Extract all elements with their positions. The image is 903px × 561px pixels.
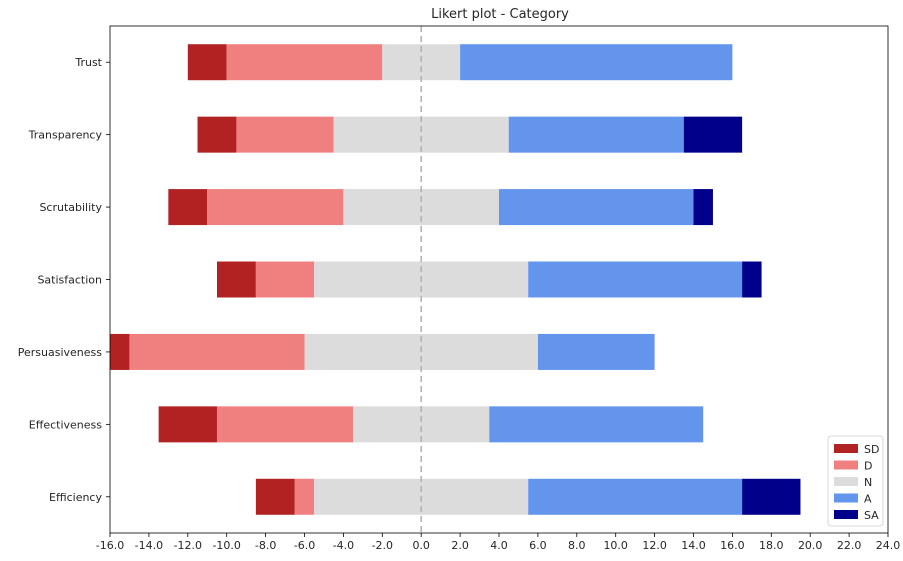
bar-effectiveness-sd — [158, 406, 217, 443]
x-tick-label: -14.0 — [135, 539, 163, 552]
x-tick-label: 6.0 — [529, 539, 547, 552]
bar-trust-a — [460, 44, 733, 81]
bar-transparency-a — [508, 116, 684, 153]
legend-swatch-n — [834, 477, 858, 486]
x-tick-label: 16.0 — [720, 539, 745, 552]
legend-swatch-sd — [834, 444, 858, 453]
bar-satisfaction-sa — [742, 261, 762, 298]
x-tick-label: -10.0 — [212, 539, 240, 552]
bar-efficiency-sd — [255, 478, 295, 515]
bar-scrutability-sd — [168, 189, 208, 226]
legend-swatch-sa — [834, 510, 858, 519]
bar-transparency-sd — [197, 116, 237, 153]
x-tick-label: 12.0 — [642, 539, 667, 552]
x-tick-label: -2.0 — [372, 539, 393, 552]
bar-trust-d — [226, 44, 383, 81]
y-axis: Trust Transparency Scrutability Satisfactio… — [18, 56, 110, 504]
legend-label-sd: SD — [864, 443, 879, 456]
x-tick-label: 0.0 — [412, 539, 430, 552]
bar-efficiency-d — [294, 478, 315, 515]
bar-satisfaction-d — [255, 261, 315, 298]
x-tick-label: 20.0 — [798, 539, 823, 552]
bar-effectiveness-a — [489, 406, 704, 443]
bars-layer — [110, 44, 801, 515]
x-tick-label: -6.0 — [294, 539, 315, 552]
bar-persuasiveness-sd — [110, 333, 130, 370]
y-tick-label: Trust — [74, 56, 102, 69]
bar-efficiency-sa — [742, 478, 801, 515]
bar-scrutability-sa — [693, 189, 713, 226]
x-tick-label: 24.0 — [876, 539, 901, 552]
y-tick-label: Effectiveness — [29, 418, 102, 431]
y-tick-label: Satisfaction — [37, 274, 102, 287]
bar-transparency-sa — [683, 116, 743, 153]
legend-swatch-d — [834, 460, 858, 470]
x-tick-label: -8.0 — [255, 539, 276, 552]
x-axis: -16.0 -14.0 -12.0 -10.0 -8.0 -6.0 -4.0 -2.0 0.0 2… — [96, 533, 900, 552]
x-tick-label: -16.0 — [96, 539, 124, 552]
y-tick-label: Persuasiveness — [18, 346, 103, 359]
legend-label-a: A — [864, 493, 872, 506]
x-tick-label: -12.0 — [174, 539, 202, 552]
x-tick-label: 10.0 — [603, 539, 628, 552]
legend-swatch-a — [834, 493, 858, 503]
bar-satisfaction-a — [528, 261, 743, 298]
y-tick-label: Efficiency — [49, 491, 102, 504]
bar-scrutability-d — [207, 189, 344, 226]
bar-effectiveness-d — [216, 406, 354, 443]
bar-persuasiveness-a — [537, 333, 655, 370]
y-tick-label: Scrutability — [39, 201, 102, 214]
bar-satisfaction-sd — [216, 261, 256, 298]
legend-label-sa: SA — [864, 509, 879, 522]
x-tick-label: 8.0 — [568, 539, 586, 552]
bar-scrutability-a — [499, 189, 694, 226]
x-tick-label: 14.0 — [681, 539, 706, 552]
legend-label-n: N — [864, 476, 872, 489]
x-tick-label: -4.0 — [333, 539, 354, 552]
x-tick-label: 4.0 — [490, 539, 508, 552]
bar-trust-sd — [187, 44, 227, 81]
x-tick-label: 22.0 — [837, 539, 862, 552]
bar-transparency-d — [236, 116, 334, 153]
legend-label-d: D — [864, 460, 872, 473]
bar-persuasiveness-d — [129, 333, 305, 370]
y-tick-label: Transparency — [28, 129, 103, 142]
chart-title: Likert plot - Category — [431, 7, 569, 22]
x-tick-label: 18.0 — [759, 539, 784, 552]
x-tick-label: 2.0 — [451, 539, 469, 552]
legend: SD DNA SA — [827, 435, 884, 527]
bar-efficiency-a — [528, 478, 743, 515]
